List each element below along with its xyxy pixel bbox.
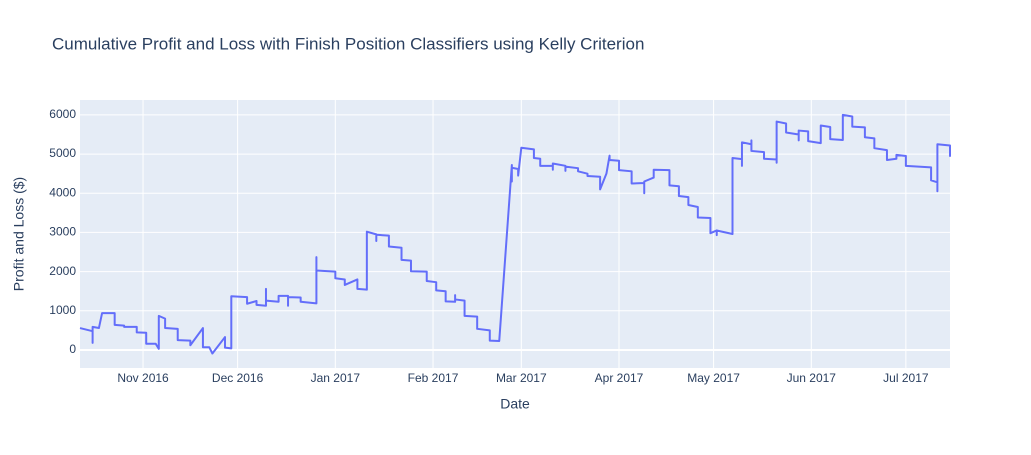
y-tick-label: 1000 — [49, 303, 76, 317]
y-tick-label: 0 — [69, 342, 76, 356]
y-tick-label: 2000 — [49, 264, 76, 278]
x-tick-label: Feb 2017 — [408, 371, 459, 385]
y-tick-label: 3000 — [49, 225, 76, 239]
y-axis-title: Profit and Loss ($) — [11, 177, 27, 291]
x-tick-label: Jan 2017 — [311, 371, 361, 385]
x-tick-label: Jun 2017 — [787, 371, 837, 385]
x-tick-label: Jul 2017 — [883, 371, 929, 385]
plot-background — [80, 100, 950, 368]
y-tick-label: 5000 — [49, 146, 76, 160]
data-line — [79, 113, 951, 355]
y-tick-label: 4000 — [49, 185, 76, 199]
y-tick-label: 6000 — [49, 107, 76, 121]
x-tick-label: Mar 2017 — [496, 371, 547, 385]
x-axis-title: Date — [500, 396, 530, 412]
x-tick-label: Dec 2016 — [212, 371, 264, 385]
chart-title: Cumulative Profit and Loss with Finish P… — [52, 34, 644, 53]
x-tick-label: May 2017 — [687, 371, 740, 385]
x-tick-label: Nov 2016 — [117, 371, 169, 385]
x-tick-label: Apr 2017 — [595, 371, 644, 385]
